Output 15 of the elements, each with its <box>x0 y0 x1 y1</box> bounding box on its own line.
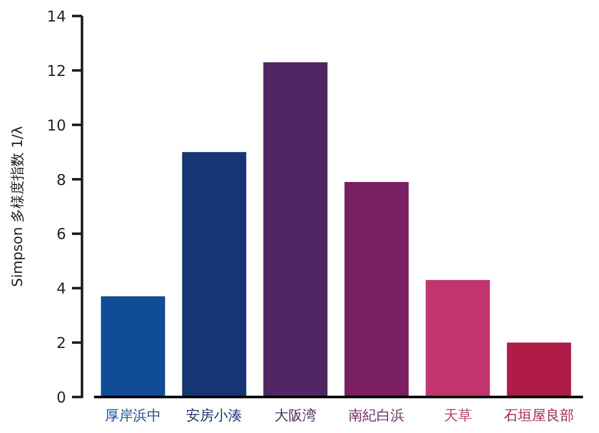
x-tick-label: 天草 <box>444 408 472 424</box>
x-tick-label: 安房小湊 <box>186 408 242 424</box>
y-tick-label: 8 <box>56 170 66 189</box>
y-tick-label: 6 <box>56 225 66 244</box>
x-tick-label: 石垣屋良部 <box>504 408 574 424</box>
y-tick-label: 10 <box>46 116 66 134</box>
y-tick-label: 12 <box>46 62 66 80</box>
y-tick-label: 4 <box>56 280 66 298</box>
y-tick-label: 14 <box>46 8 66 26</box>
x-tick-label: 大阪湾 <box>274 408 316 424</box>
y-tick-label: 0 <box>56 388 66 406</box>
x-tick-label: 厚岸浜中 <box>105 408 161 424</box>
y-tick-label: 2 <box>56 334 66 352</box>
x-tick-label: 南紀白浜 <box>348 408 405 424</box>
y-axis-title: Simpson 多様度指数 1/λ <box>10 126 26 287</box>
